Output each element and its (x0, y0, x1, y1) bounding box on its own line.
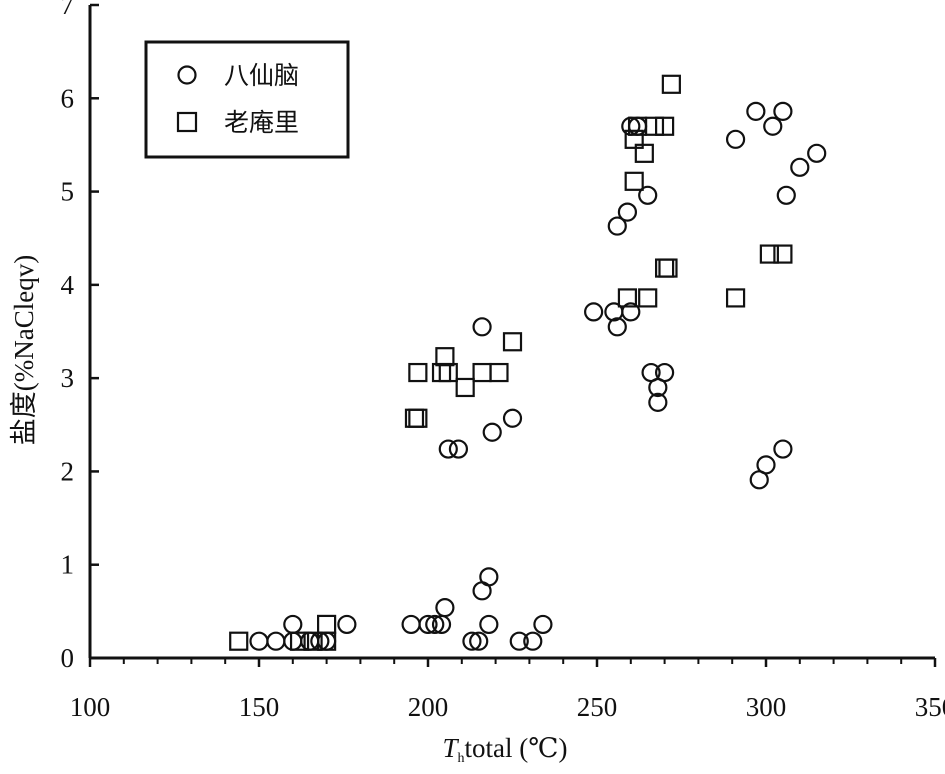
data-point-square (431, 362, 452, 383)
data-point-square (759, 244, 779, 264)
data-point-circle (607, 216, 627, 236)
x-axis-label-main: T (443, 733, 460, 763)
data-point-circle (479, 614, 499, 635)
data-point-square (472, 362, 492, 383)
data-point-circle (448, 439, 469, 459)
data-point-circle (462, 631, 482, 651)
y-tick-label: 0 (61, 643, 75, 673)
data-point-square (289, 631, 310, 651)
data-point-square (502, 332, 523, 352)
data-marks (229, 74, 827, 651)
data-point-circle (776, 185, 796, 205)
legend-marker-circle (177, 65, 197, 85)
data-point-circle (509, 631, 529, 651)
data-point-circle (654, 362, 675, 383)
data-point-circle (502, 408, 523, 428)
data-point-circle (438, 439, 458, 459)
y-tick-label: 3 (61, 363, 75, 393)
data-point-circle (607, 317, 627, 337)
data-point-square (644, 116, 665, 136)
axis-ticks (88, 3, 937, 667)
data-point-circle (725, 129, 746, 149)
data-point-circle (746, 101, 766, 121)
legend-marker-square (176, 111, 198, 133)
data-point-square (455, 377, 475, 398)
data-point-circle (337, 614, 357, 635)
data-point-circle (807, 143, 827, 163)
data-point-circle (773, 439, 793, 459)
data-point-circle (533, 614, 553, 635)
data-point-circle (472, 317, 492, 337)
data-point-circle (249, 631, 269, 651)
data-point-square (303, 631, 323, 651)
data-point-square (638, 288, 658, 308)
x-tick-label: 100 (70, 692, 111, 722)
x-tick-label: 300 (746, 692, 787, 722)
data-point-square (658, 258, 678, 278)
y-tick-label: 7 (61, 0, 75, 20)
data-point-circle (763, 116, 783, 136)
data-point-circle (283, 614, 303, 635)
data-point-circle (266, 631, 286, 651)
y-tick-label: 5 (61, 177, 75, 207)
data-point-square (634, 143, 654, 163)
data-point-circle (621, 302, 641, 322)
legend-label-series-1: 八仙脑 (224, 61, 299, 90)
tick-labels: 100 150 200 250 300 350 0 1 2 3 4 5 6 7 (61, 0, 945, 722)
legend-box (144, 40, 350, 159)
data-point-circle (638, 185, 658, 205)
data-point-square (408, 408, 428, 428)
x-tick-label: 150 (239, 692, 280, 722)
data-point-circle (773, 101, 793, 121)
data-point-circle (418, 614, 438, 635)
data-point-square (617, 288, 638, 308)
y-tick-label: 1 (61, 550, 75, 580)
x-axis-label-rest: total (℃) (465, 733, 568, 763)
data-point-square (654, 116, 675, 136)
data-point-square (624, 129, 644, 149)
data-point-circle (648, 392, 668, 412)
data-point-circle (469, 631, 489, 651)
data-point-square (438, 362, 458, 383)
x-axis-label: Thtotal (℃) (443, 733, 568, 766)
y-axis-label: 盐度(%NaCleqv) (9, 255, 39, 445)
plot-frame (88, 5, 935, 660)
x-tick-label: 200 (408, 692, 449, 722)
data-point-circle (283, 631, 303, 651)
data-point-square (408, 362, 428, 383)
data-point-square (773, 244, 793, 264)
data-point-square (489, 362, 509, 383)
data-point-square (229, 631, 249, 651)
y-tick-label: 2 (61, 456, 75, 486)
data-point-circle (401, 614, 421, 635)
data-point-circle (790, 157, 810, 177)
data-point-square (661, 74, 681, 94)
x-axis-label-sub: h (458, 751, 465, 766)
data-point-square (435, 347, 455, 367)
data-point-circle (617, 202, 638, 222)
legend: 八仙脑 老庵里 (144, 40, 350, 159)
data-point-circle (479, 567, 499, 587)
data-point-circle (482, 422, 502, 442)
data-point-circle (584, 302, 604, 322)
x-tick-label: 250 (577, 692, 618, 722)
data-point-square (624, 171, 644, 191)
data-point-square (725, 288, 746, 308)
y-tick-label: 4 (61, 270, 75, 300)
x-tick-label: 350 (915, 692, 945, 722)
y-tick-label: 6 (61, 83, 75, 113)
data-point-circle (435, 598, 455, 618)
data-point-circle (523, 631, 543, 651)
data-point-square (317, 614, 337, 635)
data-point-circle (425, 614, 445, 635)
legend-label-series-2: 老庵里 (224, 108, 299, 137)
data-point-circle (756, 455, 776, 475)
